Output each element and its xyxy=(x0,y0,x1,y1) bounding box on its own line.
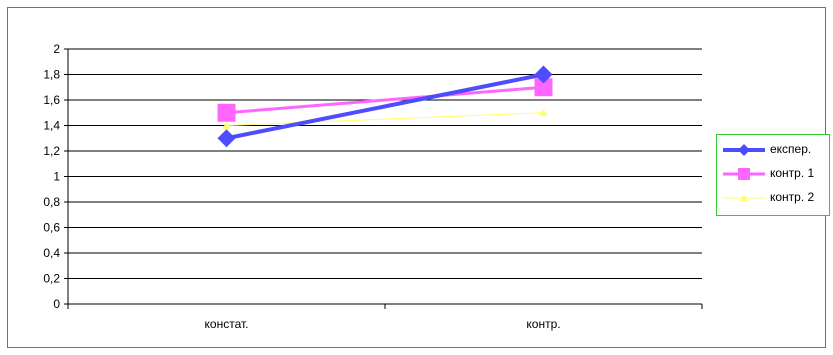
x-tick-label: констат. xyxy=(205,317,249,331)
data-point xyxy=(222,121,231,129)
legend-label-kontr-1: контр. 1 xyxy=(770,166,815,180)
y-tick-label: 2 xyxy=(53,42,60,56)
legend-marker xyxy=(738,168,750,180)
legend-swatch-eksper xyxy=(723,144,765,156)
data-point xyxy=(534,78,553,97)
legend-marker xyxy=(740,194,748,202)
y-tick-label: 1,8 xyxy=(43,68,60,82)
x-tick-label: контр. xyxy=(526,317,560,331)
series-line xyxy=(226,72,544,141)
y-tick-label: 1,2 xyxy=(43,144,60,158)
chart-frame xyxy=(7,7,826,348)
series-line xyxy=(226,112,544,126)
legend-label-kontr-2: контр. 2 xyxy=(770,190,815,204)
legend-item-kontr-1: контр. 1 xyxy=(723,165,829,183)
data-point xyxy=(534,65,553,84)
series-line xyxy=(226,85,544,115)
legend-label-eksper: експер. xyxy=(770,142,812,156)
legend-item-eksper: експер. xyxy=(723,141,829,159)
y-tick-label: 1 xyxy=(53,170,60,184)
legend: експер. контр. 1 контр. 2 xyxy=(716,134,830,216)
data-point xyxy=(217,129,236,148)
legend-swatch-kontr-1 xyxy=(723,168,765,180)
y-tick-label: 1,6 xyxy=(43,93,60,107)
legend-marker xyxy=(738,144,750,156)
data-point xyxy=(217,103,236,122)
legend-swatch-kontr-2 xyxy=(723,194,765,202)
y-tick-label: 0,8 xyxy=(43,195,60,209)
y-tick-label: 0,6 xyxy=(43,221,60,235)
y-tick-label: 1,4 xyxy=(43,119,60,133)
y-tick-label: 0 xyxy=(53,297,60,311)
y-tick-label: 0,4 xyxy=(43,246,60,260)
data-point xyxy=(539,108,548,116)
y-tick-label: 0,2 xyxy=(43,272,60,286)
legend-item-kontr-2: контр. 2 xyxy=(723,189,829,207)
